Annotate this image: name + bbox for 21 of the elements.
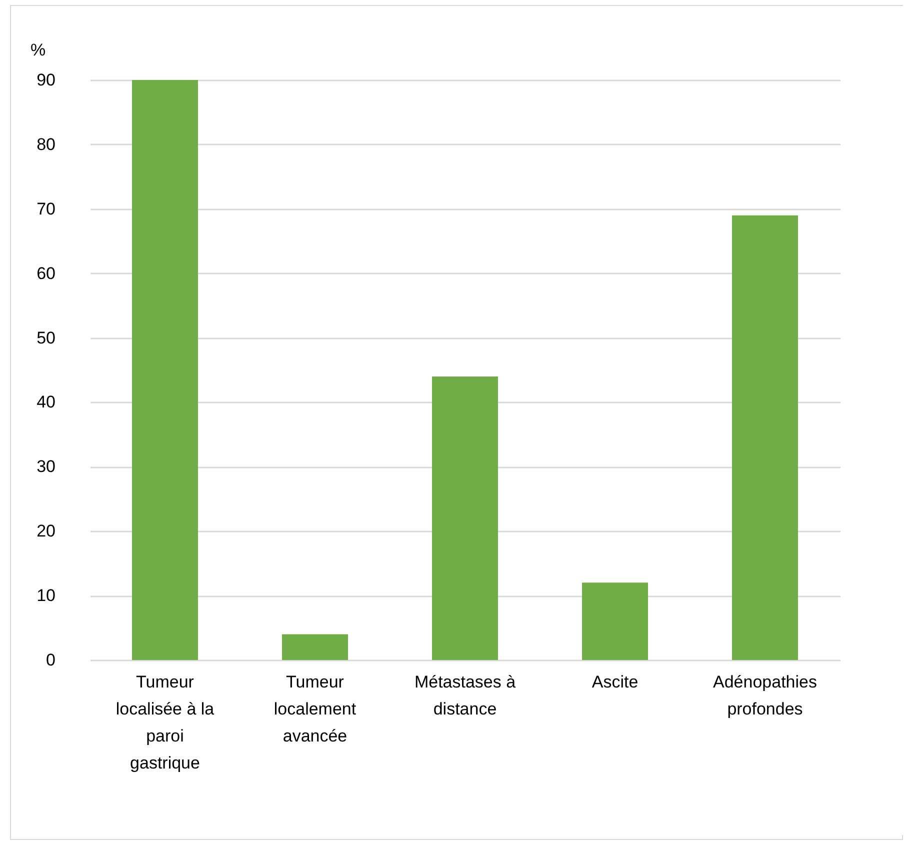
- y-tick-label: 30: [36, 457, 56, 476]
- y-tick-label: 10: [36, 586, 56, 606]
- y-tick-label: 60: [36, 264, 56, 283]
- y-tick-label: 90: [36, 70, 56, 90]
- y-tick-label: 0: [46, 650, 56, 670]
- x-tick-label: Adénopathies profondes: [713, 672, 817, 718]
- x-tick-label: Tumeur localement avancée: [274, 672, 356, 746]
- y-tick-label: 70: [36, 199, 56, 218]
- x-tick-label: Ascite: [592, 672, 638, 692]
- y-tick-label: 20: [36, 522, 56, 541]
- y-tick-label: 40: [36, 392, 56, 412]
- x-tick-label: Métastases à distance: [414, 672, 516, 718]
- bar: [132, 80, 198, 660]
- bar: [582, 582, 648, 660]
- bar: [282, 634, 348, 660]
- y-tick-label: 80: [36, 134, 56, 154]
- bar: [732, 215, 798, 660]
- y-tick-label: 50: [36, 328, 56, 348]
- y-axis-title: %: [30, 40, 46, 60]
- x-tick-label: Tumeur localisée à la paroi gastrique: [116, 672, 215, 772]
- bar: [432, 376, 498, 660]
